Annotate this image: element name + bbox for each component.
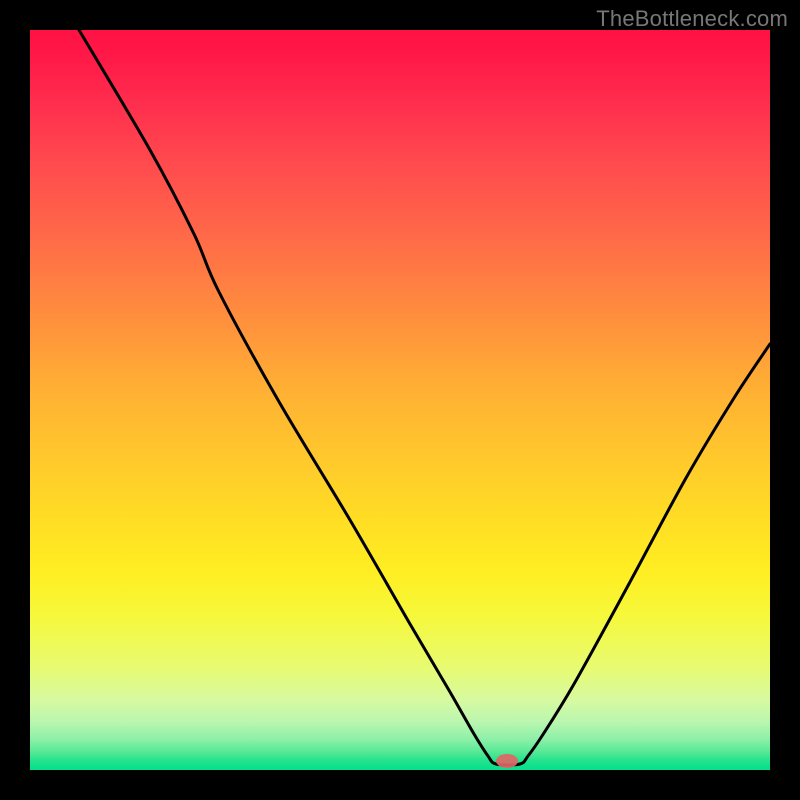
gradient-background — [30, 30, 770, 770]
bottleneck-chart — [30, 30, 770, 770]
image-frame: TheBottleneck.com — [0, 0, 800, 800]
attribution-label: TheBottleneck.com — [596, 6, 788, 32]
plot-area — [30, 30, 770, 770]
minimum-marker — [496, 754, 518, 768]
